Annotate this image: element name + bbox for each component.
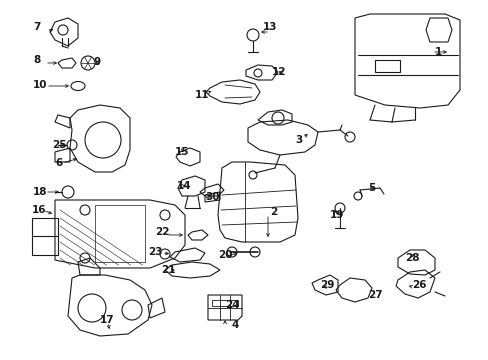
Text: 6: 6 (55, 158, 62, 168)
Text: 4: 4 (231, 320, 239, 330)
Text: 3: 3 (294, 135, 302, 145)
Text: 29: 29 (319, 280, 334, 290)
Text: 8: 8 (33, 55, 40, 65)
Text: 22: 22 (155, 227, 169, 237)
Text: 20: 20 (218, 250, 232, 260)
Text: 7: 7 (33, 22, 41, 32)
Text: 30: 30 (204, 192, 219, 202)
Text: 2: 2 (269, 207, 277, 217)
Text: 9: 9 (94, 57, 101, 67)
Text: 26: 26 (411, 280, 426, 290)
Text: 14: 14 (177, 181, 191, 191)
Text: 23: 23 (148, 247, 162, 257)
Text: 24: 24 (224, 300, 239, 310)
Text: 18: 18 (33, 187, 47, 197)
Text: 16: 16 (32, 205, 46, 215)
Text: 12: 12 (271, 67, 286, 77)
Text: 15: 15 (175, 147, 189, 157)
Text: 11: 11 (195, 90, 209, 100)
Text: 27: 27 (367, 290, 382, 300)
Text: 1: 1 (434, 47, 441, 57)
Text: 13: 13 (263, 22, 277, 32)
Text: 10: 10 (33, 80, 47, 90)
Text: 21: 21 (161, 265, 175, 275)
Text: 19: 19 (329, 210, 344, 220)
Text: 25: 25 (52, 140, 66, 150)
Text: 5: 5 (367, 183, 374, 193)
Text: 28: 28 (404, 253, 419, 263)
Text: 17: 17 (100, 315, 114, 325)
